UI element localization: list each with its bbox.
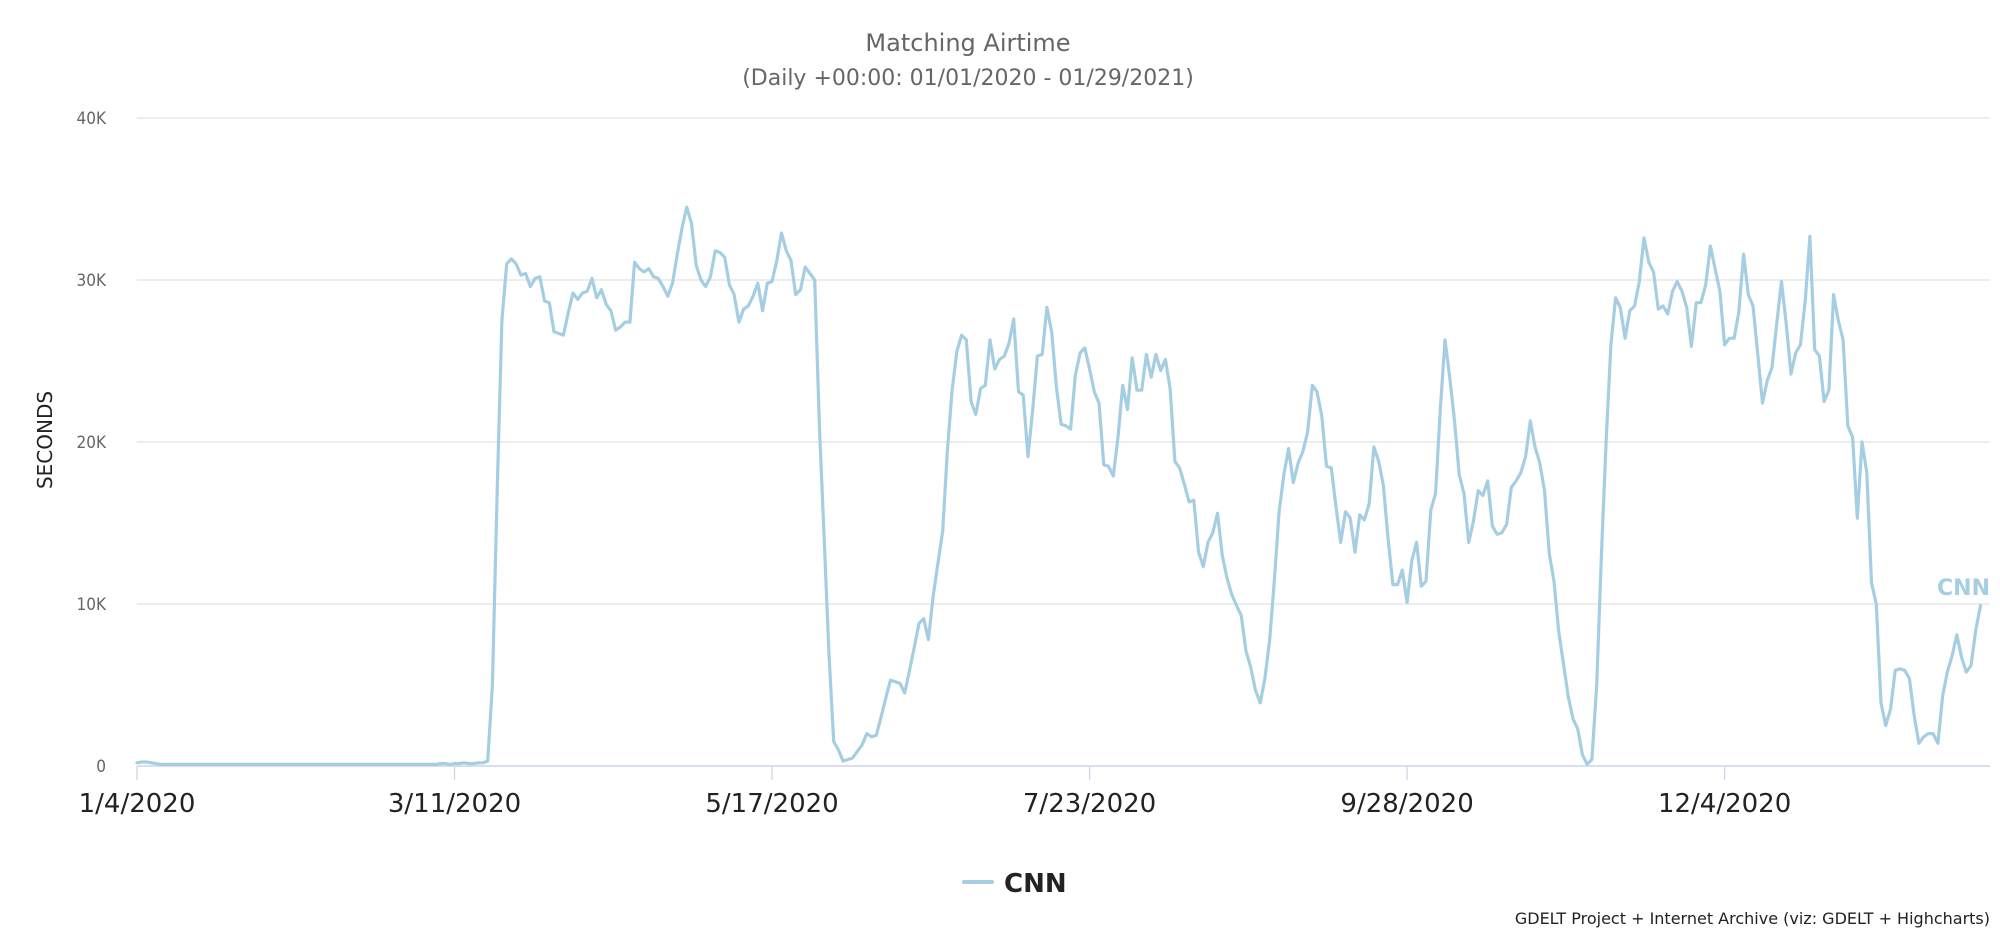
y-tick-label: 0 <box>96 757 106 777</box>
x-tick-label: 9/28/2020 <box>1340 789 1473 819</box>
y-axis-title: SECONDS <box>33 391 57 489</box>
x-tick-label: 12/4/2020 <box>1658 789 1791 819</box>
x-tick-label: 3/11/2020 <box>388 789 521 819</box>
series-end-label: CNN <box>1937 576 1990 601</box>
chart-title: Matching Airtime <box>865 29 1070 57</box>
x-tick-label: 5/17/2020 <box>705 789 838 819</box>
y-tick-label: 40K <box>77 109 107 129</box>
y-tick-label: 20K <box>77 433 107 453</box>
x-tick-label: 7/23/2020 <box>1023 789 1156 819</box>
legend[interactable]: CNN <box>962 869 1067 899</box>
y-axis-labels: 0 10K 20K 30K 40K <box>77 109 107 777</box>
x-axis <box>136 765 1990 780</box>
legend-item-cnn[interactable]: CNN <box>1004 869 1067 899</box>
y-tick-label: 30K <box>77 271 107 291</box>
series-line-cnn[interactable] <box>135 205 1983 767</box>
x-axis-labels: 1/4/2020 3/11/2020 5/17/2020 7/23/2020 9/28/… <box>79 789 1792 819</box>
x-tick-label: 1/4/2020 <box>79 789 196 819</box>
series-cnn[interactable] <box>135 205 1983 767</box>
chart-credits[interactable]: GDELT Project + Internet Archive (viz: G… <box>1515 909 1990 928</box>
chart-subtitle: (Daily +00:00: 01/01/2020 - 01/29/2021) <box>742 66 1194 91</box>
y-tick-label: 10K <box>77 595 107 615</box>
grid-lines <box>137 117 1990 605</box>
